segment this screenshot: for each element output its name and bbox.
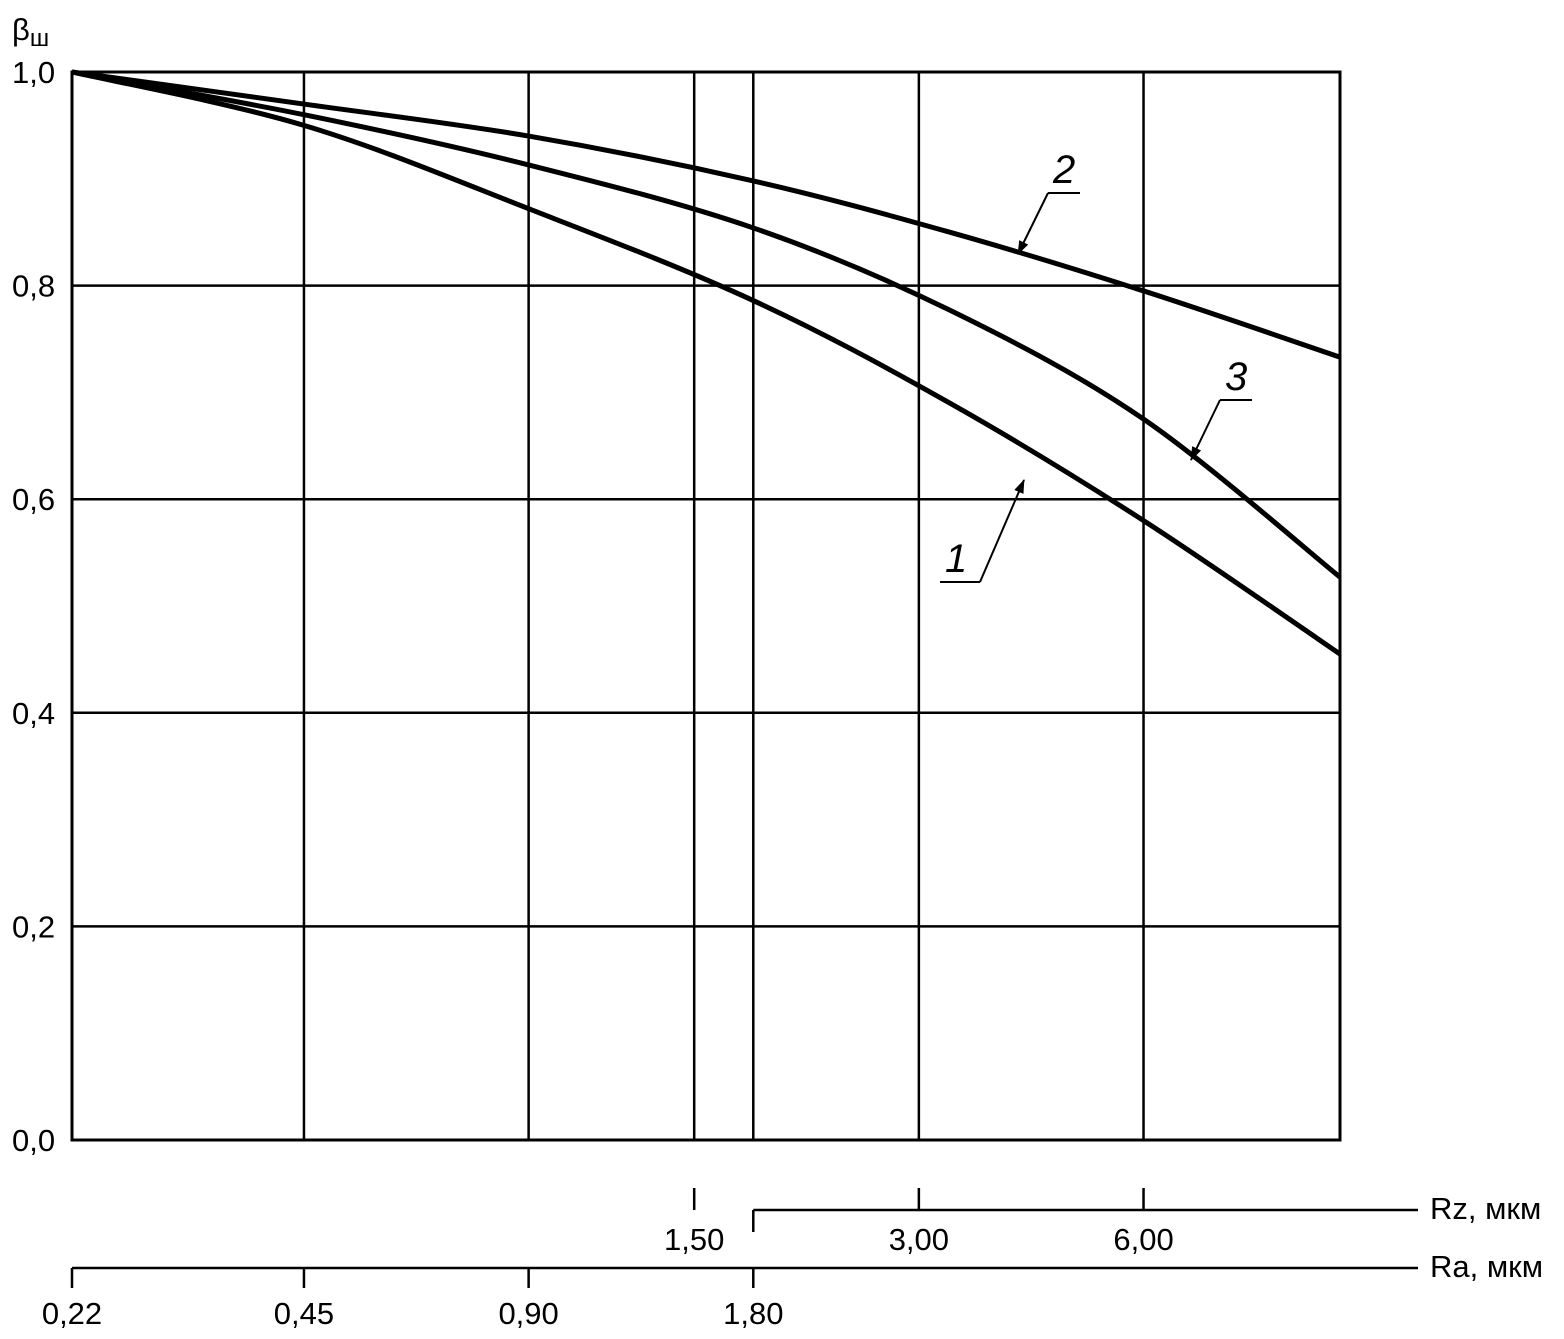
x-axis-title-1: Rz, мкм <box>1430 1191 1541 1226</box>
x-tick-label: 0,90 <box>498 1296 558 1331</box>
y-axis-label-sub: ш <box>30 25 49 52</box>
curve-3-label: 3 <box>1225 355 1247 399</box>
series-1-line <box>71 69 1342 657</box>
y-axis-label: βш <box>12 12 49 52</box>
grid <box>70 70 1342 1142</box>
x-axis-title-0: Ra, мкм <box>1430 1249 1543 1284</box>
series-layer <box>71 69 1342 657</box>
y-tick-labels: 0,0 0,2 0,4 0,6 0,8 1,0 <box>12 55 55 1158</box>
curve-2-leader-arrow <box>1017 192 1049 255</box>
y-tick-label: 0,4 <box>12 696 55 731</box>
curve-1-label: 1 <box>945 537 967 581</box>
curve-1-leader-arrow <box>979 479 1025 583</box>
series-2-line <box>71 69 1341 360</box>
x-tick-label: 0,45 <box>274 1296 334 1331</box>
curve-2-label: 2 <box>1052 148 1075 192</box>
y-axis-label-main: β <box>12 12 30 47</box>
y-tick-label: 0,8 <box>12 269 55 304</box>
y-tick-label: 0,6 <box>12 482 55 517</box>
y-tick-label: 0,0 <box>12 1123 55 1158</box>
x-axes: 0,22 0,45 0,90 1,80 Ra, мкм 1,50 3,00 6,00 Rz, м… <box>42 1188 1543 1331</box>
x-tick-label: 1,80 <box>723 1296 783 1331</box>
y-tick-label: 1,0 <box>12 55 55 90</box>
series-3-line <box>71 69 1342 580</box>
curve-labels: 1 2 3 <box>940 148 1252 583</box>
x-tick-label: 6,00 <box>1113 1222 1173 1257</box>
x-tick-label: 1,50 <box>664 1222 724 1257</box>
x-tick-label: 0,22 <box>42 1296 102 1331</box>
x-tick-label: 3,00 <box>889 1222 949 1257</box>
plot-frame <box>70 70 1342 1142</box>
curve-3-leader-arrow <box>1190 399 1221 461</box>
y-tick-label: 0,2 <box>12 909 55 944</box>
